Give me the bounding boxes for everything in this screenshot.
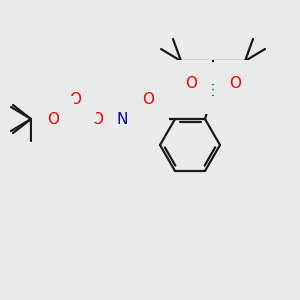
Text: O: O — [47, 112, 59, 127]
Text: O: O — [142, 92, 154, 106]
Text: O: O — [69, 92, 81, 106]
Text: O: O — [229, 76, 241, 91]
Text: N: N — [116, 112, 128, 127]
Text: O: O — [91, 112, 103, 127]
Text: B: B — [208, 83, 218, 98]
Text: O: O — [185, 76, 197, 91]
